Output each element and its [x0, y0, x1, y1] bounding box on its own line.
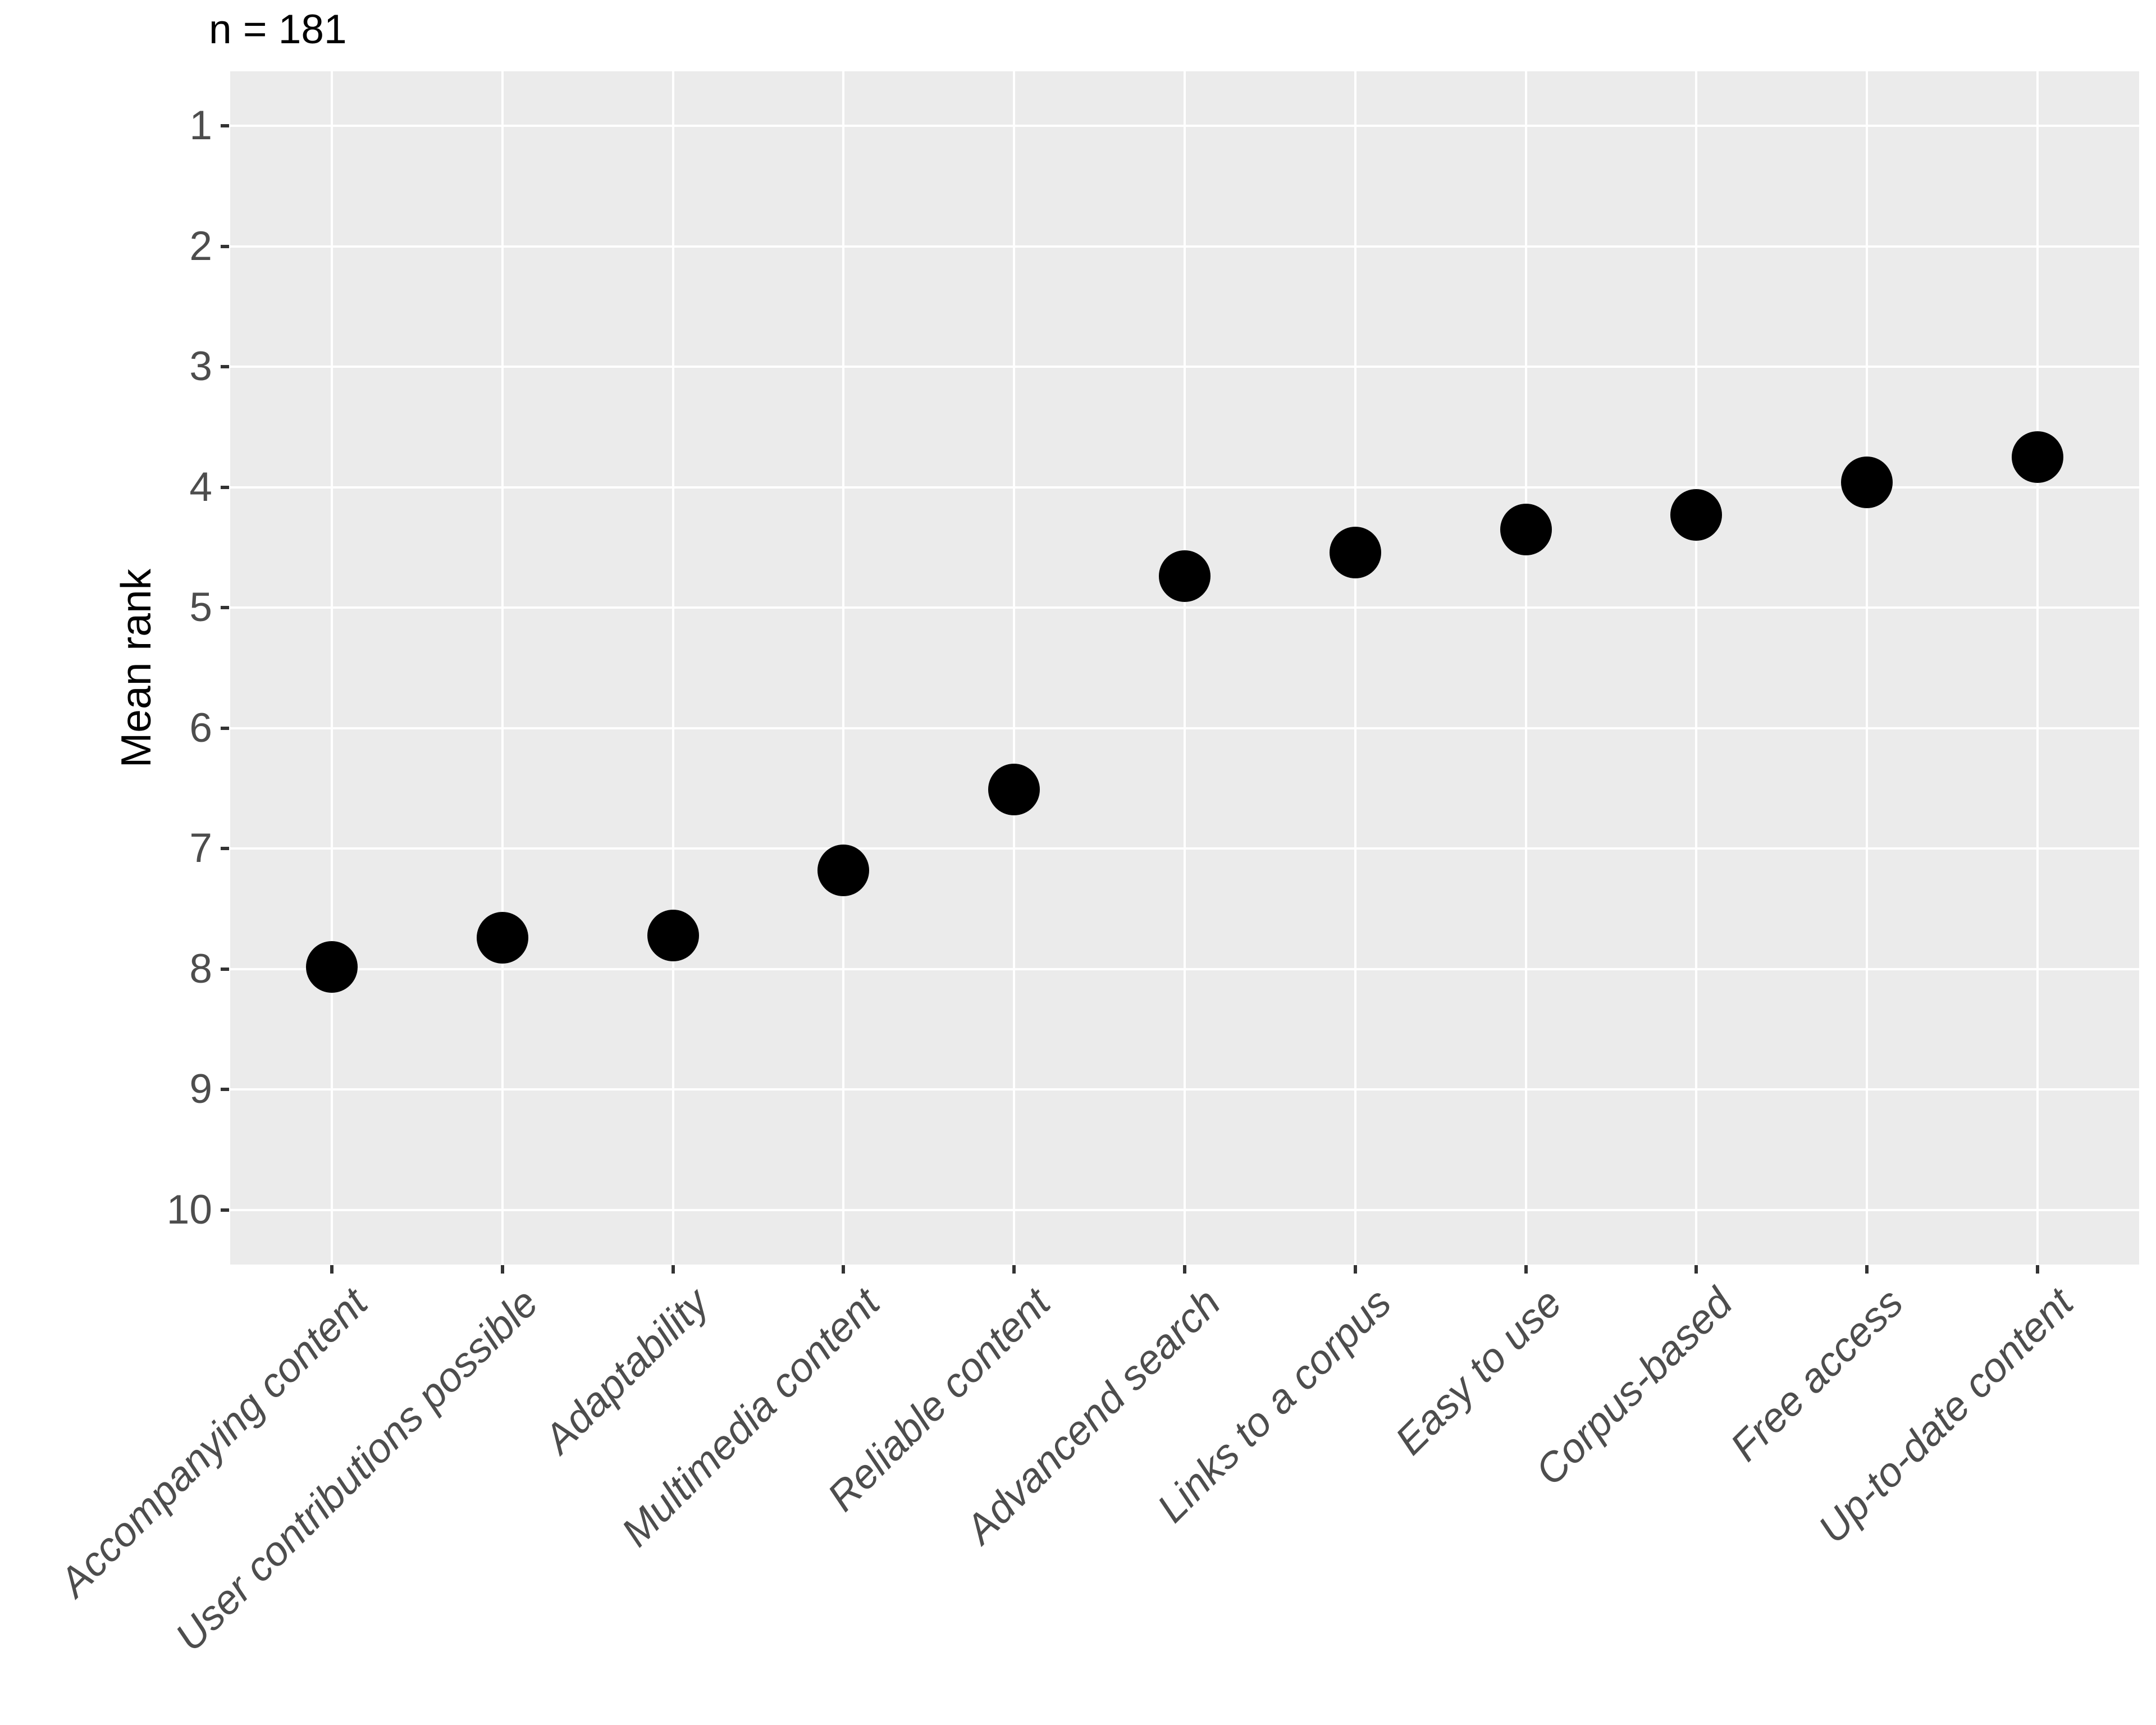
- y-axis-tick-mark: [221, 485, 229, 489]
- plot-title: n = 181: [209, 7, 347, 52]
- y-axis-tick-label: 9: [189, 1066, 212, 1112]
- y-axis-tick-mark: [221, 124, 229, 127]
- x-axis-tick-mark: [671, 1265, 675, 1274]
- x-axis-tick-label: User contributions possible: [167, 1280, 547, 1660]
- data-point: [647, 909, 699, 961]
- major-gridline-vertical: [331, 71, 333, 1265]
- y-axis-tick-mark: [221, 244, 229, 248]
- major-gridline-vertical: [1866, 71, 1869, 1265]
- x-axis-tick-mark: [842, 1265, 846, 1274]
- data-point: [1670, 489, 1723, 541]
- y-axis-tick-mark: [221, 606, 229, 610]
- y-axis-tick-label: 3: [189, 344, 212, 390]
- data-point: [817, 844, 870, 896]
- data-point: [2012, 431, 2063, 483]
- y-axis-tick-label: 4: [189, 464, 212, 510]
- y-axis-tick-mark: [221, 365, 229, 369]
- major-gridline-vertical: [1695, 71, 1698, 1265]
- data-point: [1329, 526, 1381, 578]
- x-axis-tick-mark: [2036, 1265, 2039, 1274]
- y-axis-tick-mark: [221, 1208, 229, 1212]
- y-axis-tick-label: 5: [189, 585, 212, 631]
- x-axis-tick-label: Easy to use: [1387, 1280, 1571, 1464]
- x-axis-tick-label: Accompanying content: [51, 1280, 377, 1605]
- major-gridline-vertical: [1524, 71, 1527, 1265]
- y-axis-tick-label: 10: [166, 1187, 212, 1233]
- data-point: [1841, 457, 1893, 509]
- y-axis-tick-mark: [221, 967, 229, 971]
- x-axis-tick-mark: [1694, 1265, 1698, 1274]
- x-axis-tick-mark: [1524, 1265, 1528, 1274]
- x-axis-tick-mark: [1012, 1265, 1016, 1274]
- data-point: [306, 941, 358, 993]
- data-point: [988, 764, 1040, 816]
- data-point: [1500, 503, 1552, 555]
- x-axis-tick-mark: [1353, 1265, 1357, 1274]
- y-axis-tick-label: 8: [189, 946, 212, 992]
- major-gridline-vertical: [672, 71, 674, 1265]
- x-axis-tick-mark: [1183, 1265, 1186, 1274]
- major-gridline-vertical: [1013, 71, 1016, 1265]
- x-axis-tick-mark: [500, 1265, 504, 1274]
- x-axis-tick-mark: [1865, 1265, 1869, 1274]
- plot-panel: [230, 71, 2139, 1265]
- major-gridline-vertical: [1354, 71, 1356, 1265]
- major-gridline-vertical: [2036, 71, 2039, 1265]
- y-axis-title: Mean rank: [112, 568, 159, 768]
- data-point: [1159, 550, 1211, 603]
- x-axis-tick-label: Adaptability: [535, 1280, 718, 1462]
- x-axis-tick-mark: [330, 1265, 334, 1274]
- y-axis-tick-mark: [221, 726, 229, 730]
- major-gridline-vertical: [1184, 71, 1186, 1265]
- data-point: [476, 912, 528, 964]
- y-axis-tick-mark: [221, 1088, 229, 1092]
- x-axis-tick-label: Free access: [1721, 1280, 1912, 1470]
- y-axis-tick-label: 7: [189, 825, 212, 871]
- major-gridline-vertical: [501, 71, 504, 1265]
- y-axis-tick-label: 1: [189, 103, 212, 148]
- y-axis-tick-mark: [221, 847, 229, 851]
- y-axis-tick-label: 6: [189, 705, 212, 751]
- major-gridline-vertical: [842, 71, 845, 1265]
- y-axis-tick-label: 2: [189, 223, 212, 269]
